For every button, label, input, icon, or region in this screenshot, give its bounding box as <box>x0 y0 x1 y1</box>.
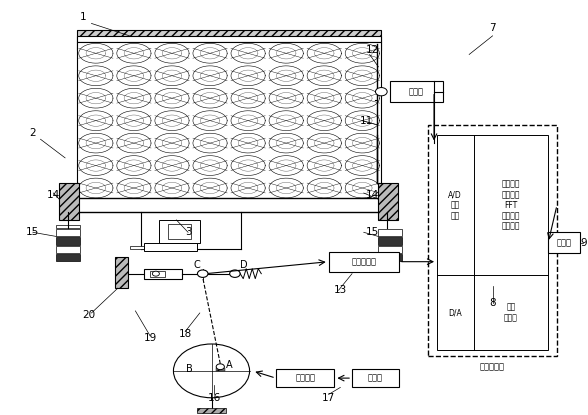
Circle shape <box>376 88 387 96</box>
Bar <box>56 246 80 253</box>
Bar <box>77 36 382 42</box>
Bar <box>56 237 80 245</box>
Circle shape <box>230 270 240 277</box>
Bar <box>159 220 200 243</box>
Text: 12: 12 <box>366 45 379 55</box>
Text: D: D <box>240 260 248 271</box>
Text: 18: 18 <box>179 329 192 339</box>
Bar <box>144 269 182 278</box>
Text: 17: 17 <box>322 393 335 403</box>
Text: 9: 9 <box>580 238 587 248</box>
Circle shape <box>198 270 208 277</box>
Text: D/A: D/A <box>449 308 462 317</box>
Text: B: B <box>186 364 193 374</box>
Bar <box>144 244 197 251</box>
Bar <box>77 42 382 199</box>
Text: 信号
发生器: 信号 发生器 <box>504 303 518 322</box>
Text: A: A <box>226 360 233 370</box>
Text: 数据处理
信号分析
FFT
频谱分析
频响函数: 数据处理 信号分析 FFT 频谱分析 频响函数 <box>502 180 520 230</box>
Bar <box>77 29 382 50</box>
Bar <box>352 369 399 388</box>
Bar <box>428 125 557 356</box>
Text: C: C <box>193 260 201 271</box>
Circle shape <box>173 344 249 398</box>
Text: 14: 14 <box>47 190 60 200</box>
Text: 7: 7 <box>489 22 496 33</box>
Text: 信号放大器: 信号放大器 <box>351 257 376 266</box>
Text: 15: 15 <box>26 227 39 237</box>
Text: 变频器: 变频器 <box>368 374 383 383</box>
Text: 变频电机: 变频电机 <box>295 374 315 383</box>
Bar <box>216 368 225 371</box>
Bar <box>548 232 580 253</box>
Text: 13: 13 <box>334 285 347 295</box>
Bar <box>379 183 398 220</box>
Text: 信号分析仪: 信号分析仪 <box>480 362 505 371</box>
Circle shape <box>216 364 225 370</box>
Bar <box>168 224 191 239</box>
Bar <box>379 229 402 237</box>
Text: 2: 2 <box>29 128 36 138</box>
Bar <box>329 252 399 271</box>
Bar <box>379 254 402 261</box>
Text: 8: 8 <box>489 298 496 308</box>
Text: 11: 11 <box>360 116 373 126</box>
Text: 20: 20 <box>82 310 95 320</box>
Bar <box>56 254 80 261</box>
Bar <box>150 271 165 276</box>
Text: 1: 1 <box>79 12 86 22</box>
Text: 变送器: 变送器 <box>409 87 424 96</box>
Bar <box>197 408 226 413</box>
Bar <box>379 246 402 253</box>
Bar <box>390 81 443 102</box>
Text: 16: 16 <box>208 393 221 403</box>
Text: 19: 19 <box>143 333 156 343</box>
Text: 15: 15 <box>366 227 379 237</box>
Bar <box>77 198 382 212</box>
Bar <box>276 369 335 388</box>
Text: A/D
数据
采集: A/D 数据 采集 <box>449 190 462 220</box>
Bar <box>59 183 79 220</box>
Bar <box>437 135 548 350</box>
Text: 3: 3 <box>185 227 191 237</box>
Bar <box>129 246 144 249</box>
Text: 14: 14 <box>366 190 379 200</box>
Bar <box>56 229 80 237</box>
Bar <box>56 225 80 228</box>
Text: 显示屏: 显示屏 <box>557 238 572 247</box>
Circle shape <box>152 271 159 276</box>
Bar <box>115 257 128 288</box>
Bar <box>379 237 402 245</box>
